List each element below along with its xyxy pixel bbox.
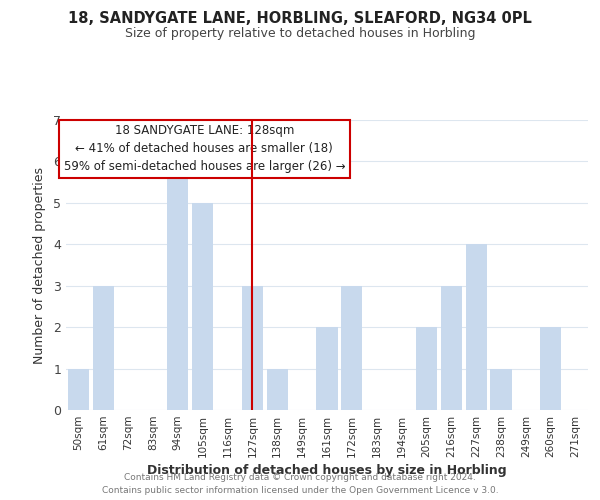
Text: 18 SANDYGATE LANE: 128sqm
← 41% of detached houses are smaller (18)
59% of semi-: 18 SANDYGATE LANE: 128sqm ← 41% of detac… xyxy=(64,124,345,174)
Text: Contains HM Land Registry data © Crown copyright and database right 2024.: Contains HM Land Registry data © Crown c… xyxy=(124,472,476,482)
Bar xyxy=(441,286,462,410)
Bar xyxy=(167,162,188,410)
Bar xyxy=(540,327,561,410)
Bar xyxy=(490,368,512,410)
Text: 18, SANDYGATE LANE, HORBLING, SLEAFORD, NG34 0PL: 18, SANDYGATE LANE, HORBLING, SLEAFORD, … xyxy=(68,11,532,26)
Bar xyxy=(192,203,213,410)
Text: Contains public sector information licensed under the Open Government Licence v : Contains public sector information licen… xyxy=(101,486,499,495)
Bar xyxy=(267,368,288,410)
Bar xyxy=(466,244,487,410)
Text: Size of property relative to detached houses in Horbling: Size of property relative to detached ho… xyxy=(125,28,475,40)
Bar xyxy=(341,286,362,410)
Bar xyxy=(93,286,114,410)
X-axis label: Distribution of detached houses by size in Horbling: Distribution of detached houses by size … xyxy=(147,464,507,477)
Bar xyxy=(416,327,437,410)
Bar xyxy=(316,327,338,410)
Bar xyxy=(68,368,89,410)
Y-axis label: Number of detached properties: Number of detached properties xyxy=(33,166,46,364)
Bar xyxy=(242,286,263,410)
